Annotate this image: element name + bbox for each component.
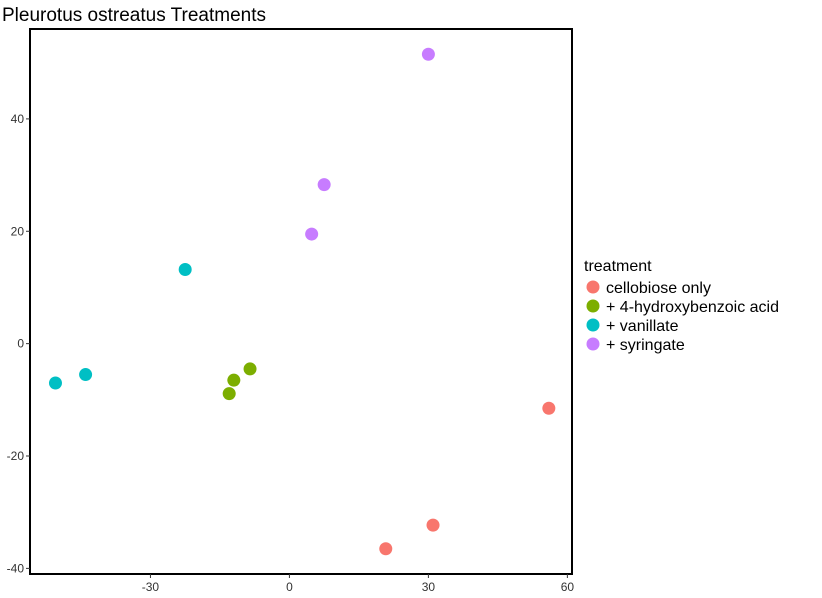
legend-key [586, 299, 600, 313]
data-point [542, 401, 556, 415]
legend-key [586, 318, 600, 332]
legend-key [586, 280, 600, 294]
legend-label: cellobiose only [606, 280, 711, 297]
x-tick-label: 30 [422, 580, 436, 594]
data-point [227, 373, 241, 387]
y-tick-label: 20 [11, 224, 25, 238]
data-point [426, 518, 440, 532]
data-point [222, 387, 236, 401]
data-point [317, 178, 331, 192]
data-point [243, 362, 257, 376]
legend: treatment cellobiose only + 4-hydroxybenz… [584, 258, 779, 354]
legend-label: + 4-hydroxybenzoic acid [606, 299, 779, 316]
data-point [178, 262, 192, 276]
legend-key [586, 337, 600, 351]
x-tick-label: 0 [286, 580, 293, 594]
data-point [48, 376, 62, 390]
y-tick-label: 0 [17, 337, 24, 351]
chart-title: Pleurotus ostreatus Treatments [2, 5, 266, 26]
data-point [79, 368, 93, 382]
y-tick-label: -20 [7, 449, 25, 463]
legend-label: + syringate [606, 337, 685, 354]
y-tick-label: 40 [11, 112, 25, 126]
x-tick-label: -30 [142, 580, 160, 594]
legend-title: treatment [584, 258, 652, 275]
legend-label: + vanillate [606, 318, 679, 335]
data-point [305, 227, 319, 241]
plot-area: -30 0 30 60 -40 -20 0 20 40 [7, 28, 575, 594]
data-point [379, 542, 393, 556]
panel-border [29, 28, 573, 575]
x-tick-label: 60 [561, 580, 575, 594]
data-point [421, 47, 435, 61]
y-tick-label: -40 [7, 561, 25, 575]
